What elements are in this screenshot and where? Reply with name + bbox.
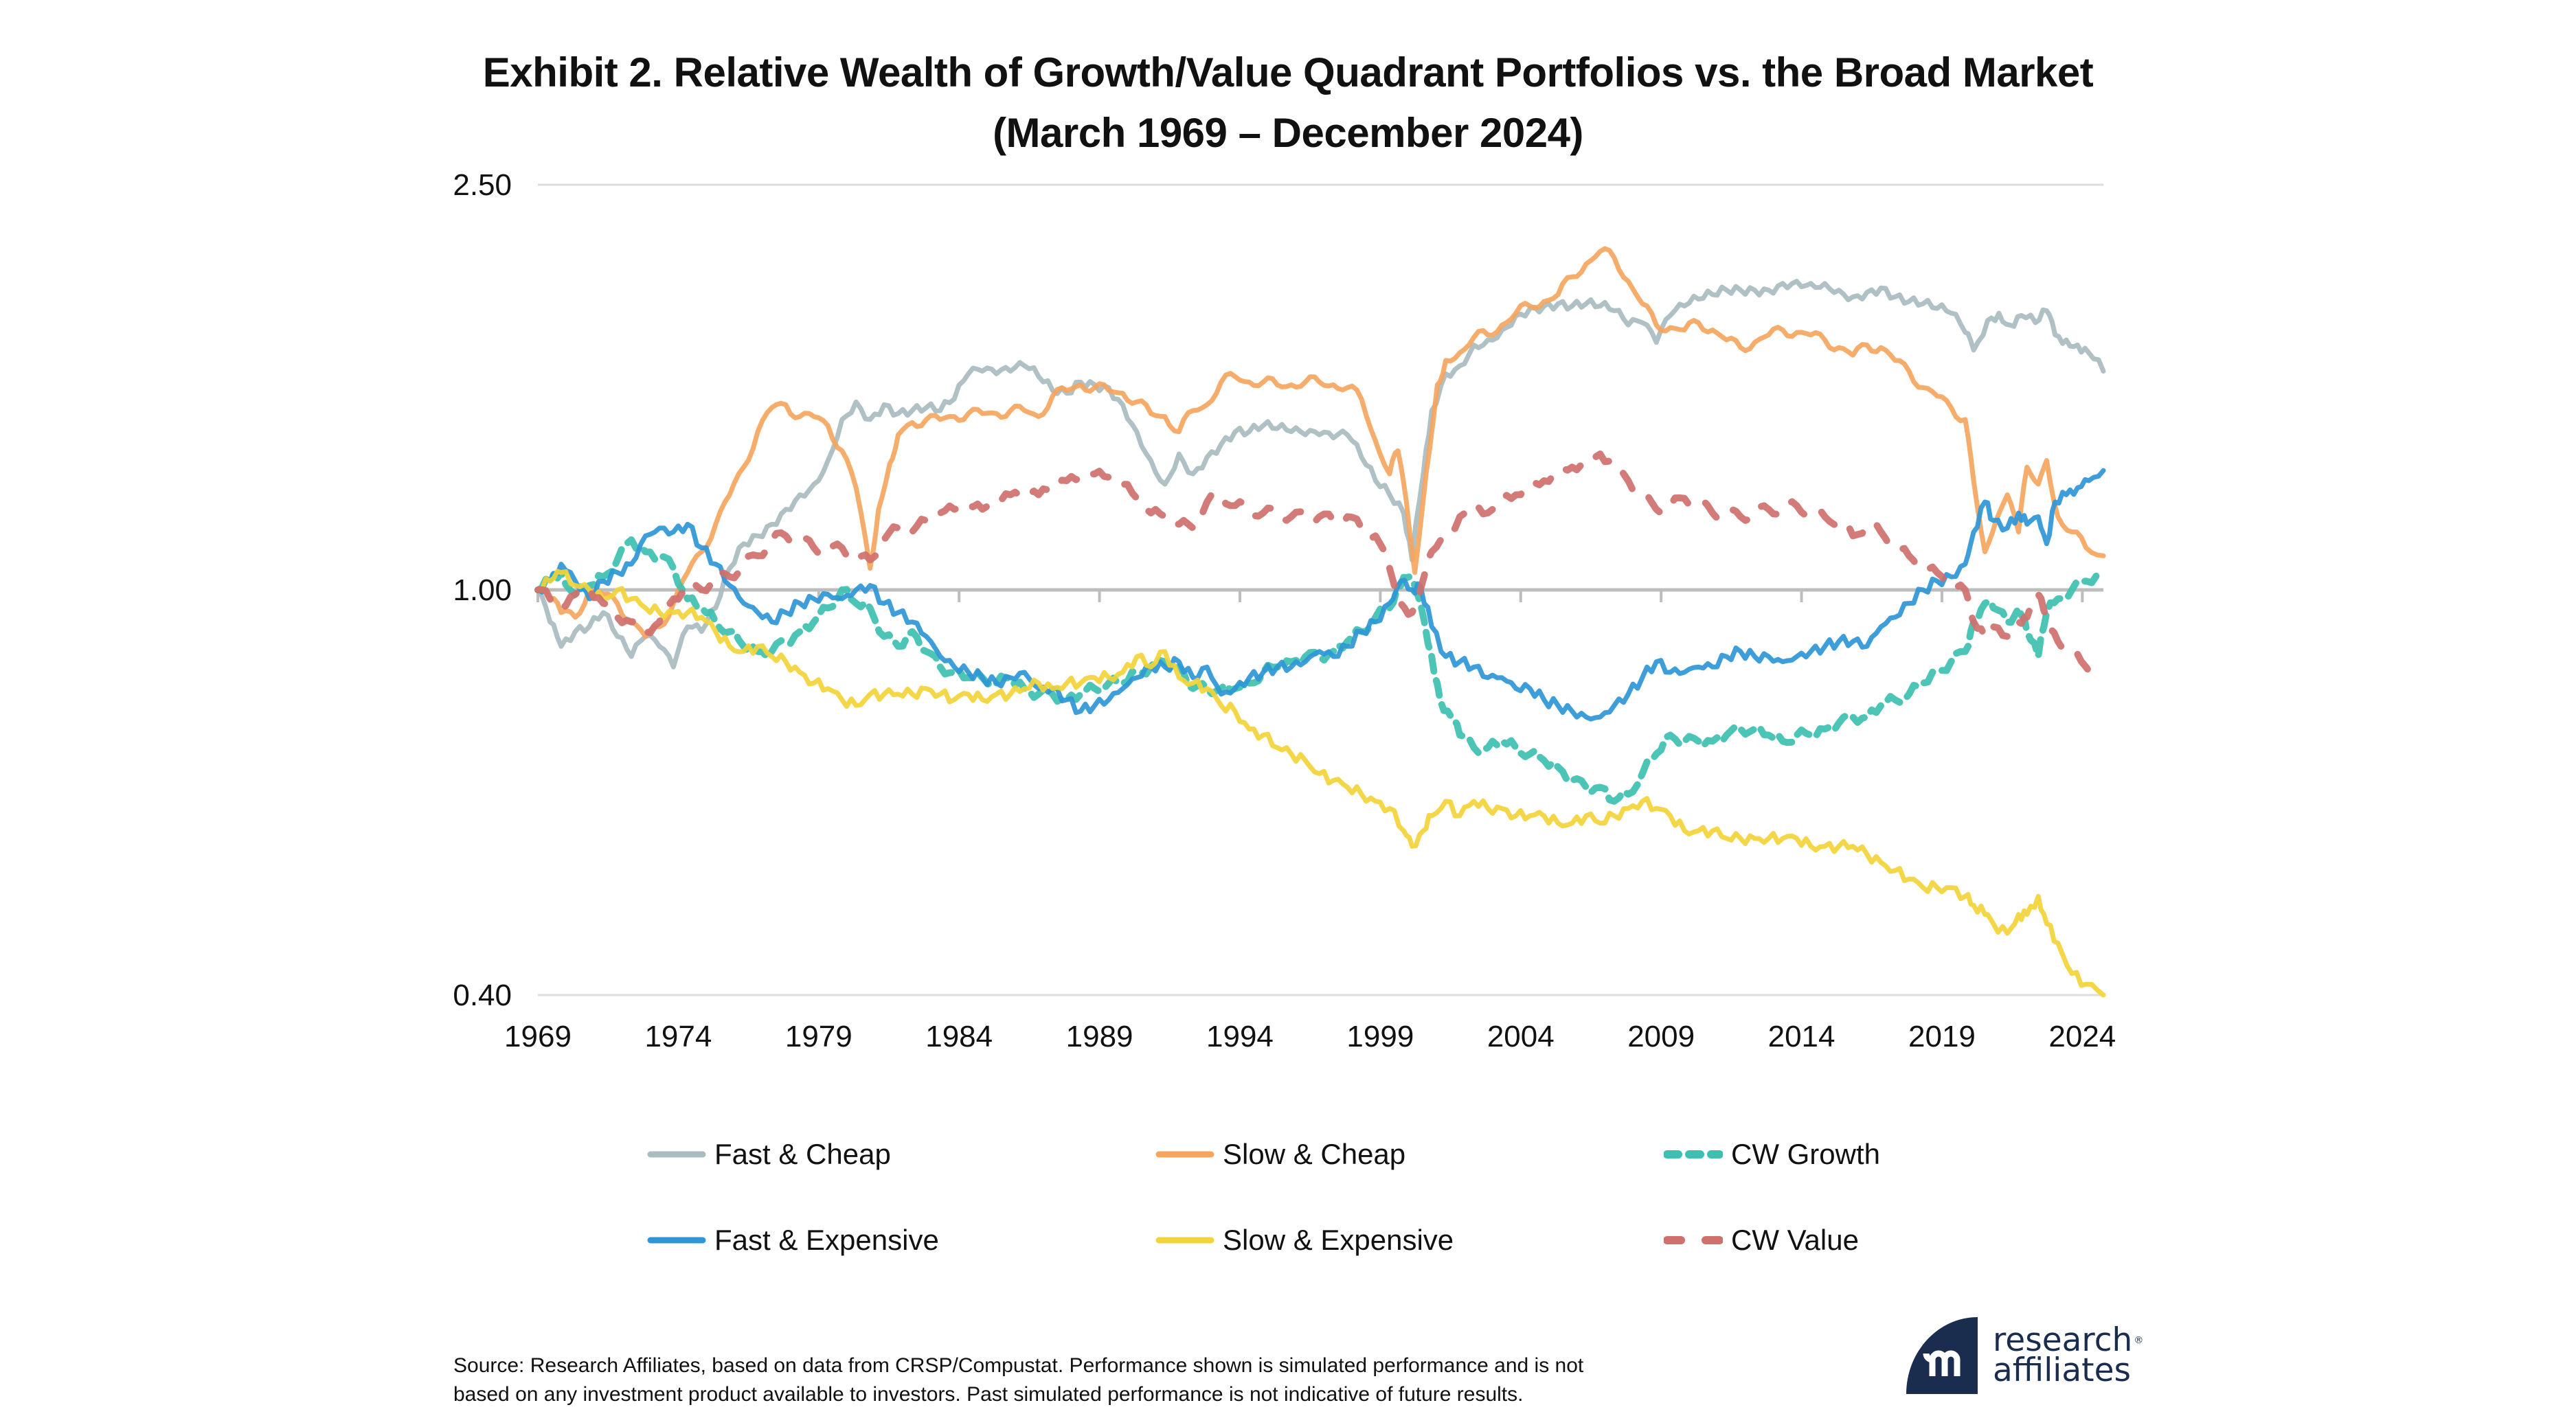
series-line-slow-expensive [535, 569, 2106, 998]
source-line-1: Source: Research Affiliates, based on da… [453, 1354, 1584, 1377]
x-tick-label: 1974 [644, 1020, 712, 1053]
series-line-fast-expensive [535, 468, 2106, 722]
x-tick-label: 1979 [785, 1020, 852, 1053]
logo-wordmark: research ® affiliates [1993, 1324, 2144, 1389]
logo-mark-icon [1906, 1317, 1978, 1394]
y-tick-label: 0.40 [453, 979, 512, 1012]
x-tick-label: 2004 [1487, 1020, 1555, 1053]
y-axis-tick-labels: 2.50 1.00 0.40 [453, 168, 512, 1012]
source-line-2: based on any investment product availabl… [453, 1383, 1524, 1406]
x-tick-label: 2014 [1768, 1020, 1835, 1053]
x-tick-label: 1994 [1206, 1020, 1274, 1053]
y-tick-label: 2.50 [453, 168, 512, 202]
logo-text-research: research [1993, 1321, 2133, 1359]
x-tick-label: 2009 [1627, 1020, 1695, 1053]
chart-title: Exhibit 2. Relative Wealth of Growth/Val… [0, 43, 2576, 163]
source-note: Source: Research Affiliates, based on da… [453, 1351, 1583, 1409]
research-affiliates-logo: research ® affiliates [1906, 1317, 2143, 1394]
series-line-fast-cheap [535, 279, 2106, 670]
series-lines [534, 246, 2107, 998]
gridlines [536, 183, 2103, 996]
x-tick-label: 1984 [925, 1020, 993, 1053]
x-tick-label: 2019 [1908, 1020, 1976, 1053]
chart-subtitle: (March 1969 – December 2024) [993, 110, 1583, 156]
series-line-slow-cheap [535, 246, 2106, 639]
registered-mark: ® [2134, 1335, 2144, 1346]
x-tick-label: 1989 [1066, 1020, 1133, 1053]
chart-title-line1: Exhibit 2. Relative Wealth of Growth/Val… [482, 49, 2094, 95]
x-axis-tick-labels: 1969 1974 1979 1984 1989 1994 1999 2004 2009 2014… [504, 1020, 2116, 1053]
series-line-cw-growth [534, 536, 2107, 805]
logo-text-affiliates: affiliates [1993, 1351, 2131, 1389]
x-tick-label: 1999 [1346, 1020, 1414, 1053]
x-tick-label: 1969 [504, 1020, 572, 1053]
y-tick-label: 1.00 [453, 573, 512, 607]
x-tick-label: 2024 [2048, 1020, 2116, 1053]
